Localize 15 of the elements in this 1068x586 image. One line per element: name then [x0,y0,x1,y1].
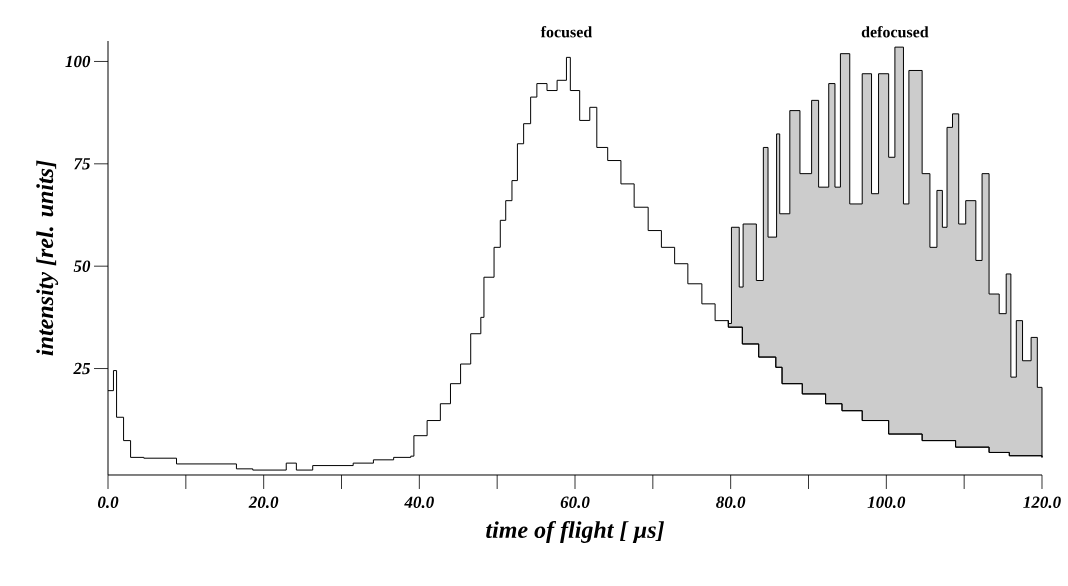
x-axis-title: time of flight [ µs] [486,520,664,543]
x-tick-label: 80.0 [716,496,746,509]
x-tick-label: 100.0 [867,496,906,509]
x-tick-label: 40.0 [404,496,434,509]
y-axis-title: intensity [rel. units] [36,160,59,356]
y-tick-label: 100 [65,55,91,68]
x-tick-label: 20.0 [248,496,279,509]
y-tick-label: 75 [74,158,91,170]
x-tick-label: 120.0 [1023,496,1061,509]
x-tick-label: 60.0 [560,496,590,509]
series-label: defocused [861,26,929,38]
y-tick-label: 25 [73,362,91,375]
x-tick-label: 0.0 [97,496,119,509]
y-tick-label: 50 [73,260,91,272]
series-label: focused [540,26,593,38]
